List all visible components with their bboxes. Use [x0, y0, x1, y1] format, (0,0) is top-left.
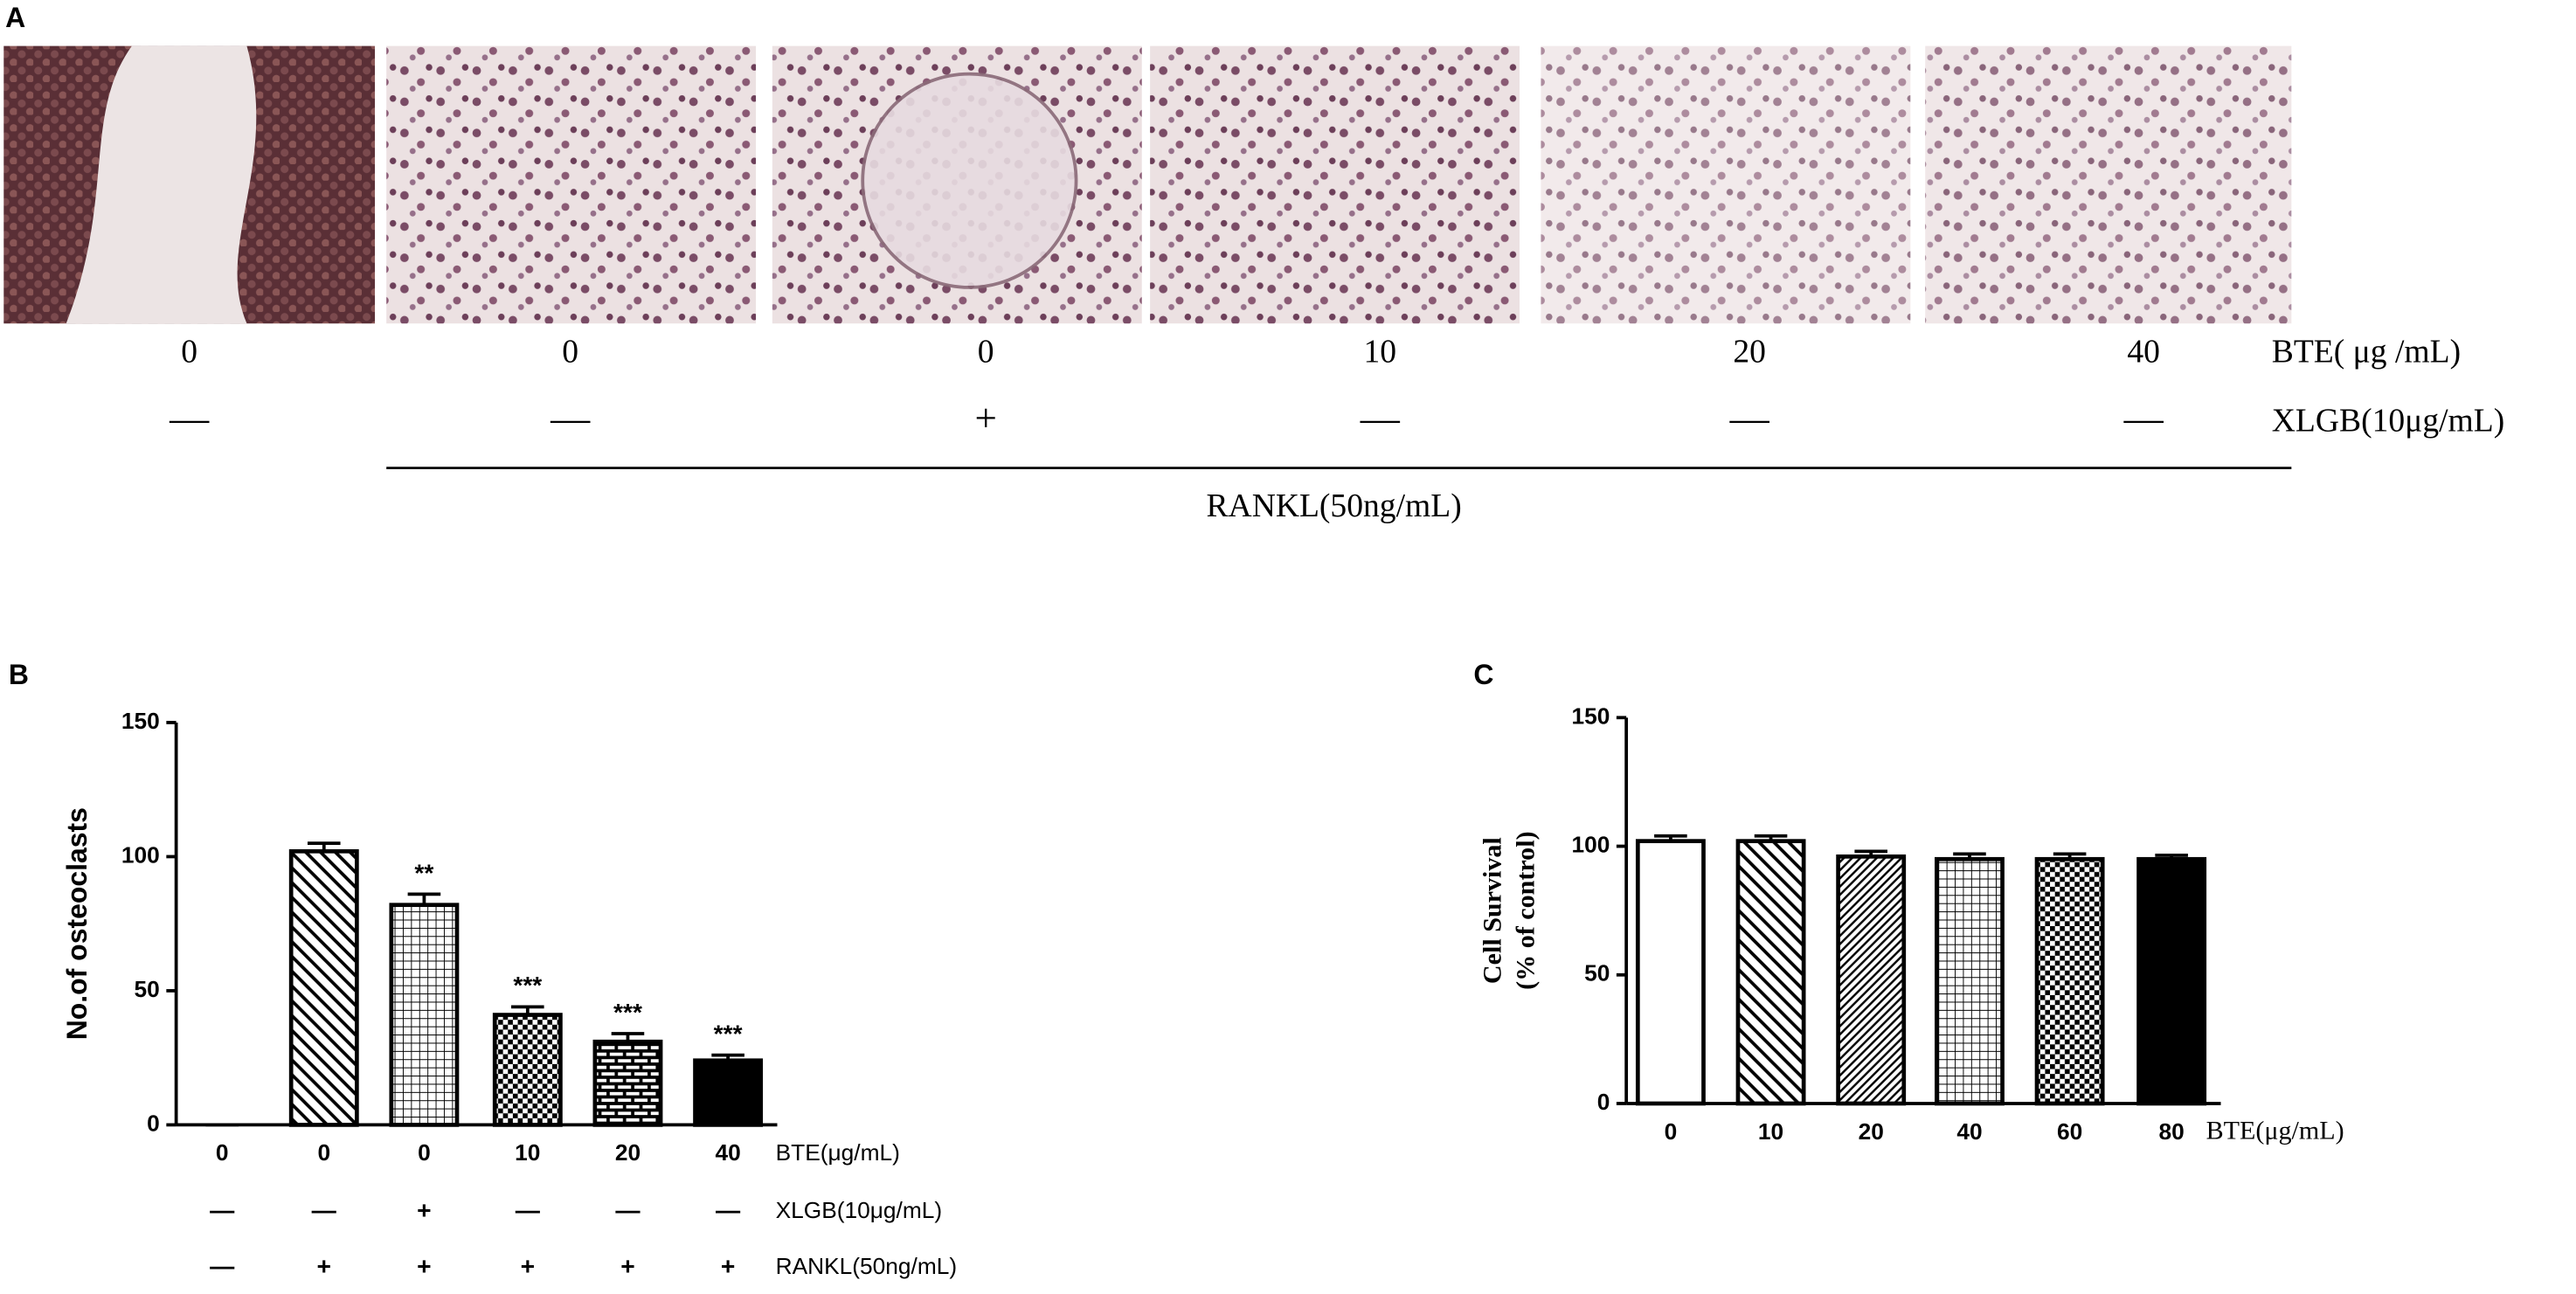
- row-mark: +: [317, 1251, 331, 1279]
- bar: [693, 1058, 764, 1127]
- micrograph: [386, 45, 757, 324]
- y-axis-label: Cell Survival: [1478, 837, 1507, 984]
- bte-value: 40: [2127, 335, 2160, 370]
- y-tick-label: 50: [135, 976, 160, 1002]
- bar: [492, 1013, 563, 1127]
- row-mark: —: [312, 1195, 337, 1223]
- significance: ***: [513, 971, 542, 999]
- x-tick-label: 0: [418, 1139, 431, 1166]
- significance: **: [414, 858, 433, 886]
- row-mark: —: [210, 1195, 235, 1223]
- row-mark: —: [716, 1195, 741, 1223]
- x-tick-label: 40: [715, 1139, 740, 1166]
- xlgb-mark: —: [2123, 396, 2164, 439]
- row-mark: —: [516, 1195, 541, 1223]
- x-axis-label: BTE(μg/mL): [776, 1139, 900, 1166]
- panel-label: C: [1473, 659, 1493, 690]
- bar: [1836, 854, 1907, 1106]
- rankl-label: RANKL(50ng/mL): [1206, 488, 1461, 524]
- panel-label: A: [5, 2, 25, 33]
- micrographs: [3, 45, 2292, 324]
- bte-value: 0: [181, 335, 197, 370]
- osteoclast: [861, 72, 1078, 289]
- y-tick-label: 0: [1597, 1089, 1610, 1115]
- x-tick-label: 20: [1859, 1118, 1884, 1145]
- x-tick-label: 80: [2159, 1118, 2185, 1145]
- xlgb-mark: +: [974, 396, 996, 439]
- x-tick-label: 60: [2057, 1118, 2082, 1145]
- bar: [288, 848, 359, 1127]
- x-tick-label: 0: [1665, 1118, 1678, 1145]
- x-tick-label: 10: [1758, 1118, 1783, 1145]
- bte-label: BTE( μg /mL): [2272, 335, 2461, 370]
- row-mark: +: [620, 1251, 634, 1279]
- xlgb-mark: —: [550, 396, 591, 439]
- y-axis-label: (% of control): [1510, 831, 1540, 989]
- xlgb-label: XLGB(10μg/mL): [2272, 404, 2504, 439]
- y-tick-label: 150: [121, 708, 160, 734]
- row-label: RANKL(50ng/mL): [776, 1253, 958, 1279]
- x-tick-label: 10: [515, 1139, 540, 1166]
- row-mark: —: [615, 1195, 641, 1223]
- xlgb-mark: —: [1729, 396, 1770, 439]
- bar: [592, 1039, 663, 1127]
- bar: [2136, 856, 2207, 1106]
- bar: [1935, 856, 2005, 1106]
- row-label: XLGB(10μg/mL): [776, 1197, 943, 1223]
- x-tick-label: 0: [216, 1139, 229, 1166]
- y-tick-label: 100: [121, 841, 160, 868]
- x-tick-label: 40: [1956, 1118, 1982, 1145]
- micrograph: [1925, 45, 2292, 324]
- row-mark: +: [721, 1251, 735, 1279]
- bte-value: 20: [1733, 335, 1766, 370]
- x-tick-label: 20: [615, 1139, 641, 1166]
- y-tick-label: 150: [1571, 702, 1610, 729]
- y-axis-label: No.of osteoclasts: [61, 807, 93, 1040]
- bte-value: 0: [978, 335, 994, 370]
- y-tick-label: 50: [1584, 960, 1610, 986]
- bte-value: 10: [1363, 335, 1396, 370]
- y-tick-label: 0: [147, 1110, 160, 1136]
- micrograph: [1150, 45, 1520, 324]
- row-mark: +: [521, 1251, 535, 1279]
- significance: ***: [714, 1020, 743, 1048]
- micrograph: [1541, 45, 1911, 324]
- x-tick-label: 0: [317, 1139, 330, 1166]
- panel-label: B: [9, 659, 29, 690]
- xlgb-mark: —: [169, 396, 210, 439]
- row-mark: —: [210, 1251, 235, 1279]
- bar: [2034, 856, 2105, 1106]
- significance: ***: [613, 998, 642, 1026]
- bar: [389, 903, 460, 1127]
- bte-value: 0: [562, 335, 578, 370]
- y-tick-label: 100: [1571, 831, 1610, 857]
- xlgb-mark: —: [1360, 396, 1401, 439]
- bar: [1635, 839, 1706, 1106]
- micrograph-clear-area: [66, 45, 257, 324]
- row-mark: +: [417, 1251, 431, 1279]
- bar: [1735, 839, 1806, 1106]
- row-mark: +: [417, 1195, 431, 1223]
- x-axis-label: BTE(μg/mL): [2206, 1116, 2344, 1145]
